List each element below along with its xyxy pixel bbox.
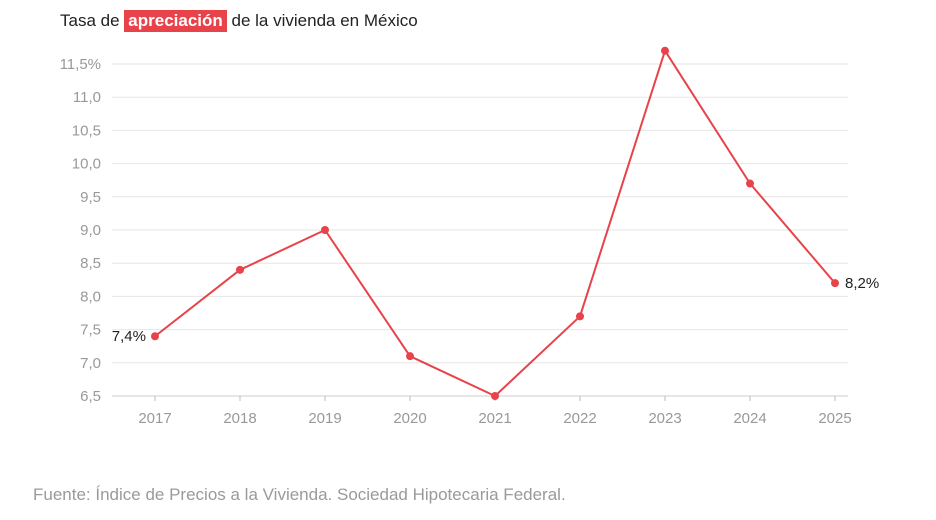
- y-tick-label: 6,5: [80, 388, 101, 405]
- data-point: [746, 179, 754, 188]
- y-tick-label: 11,0: [73, 89, 101, 106]
- y-tick-label: 8,0: [80, 288, 101, 305]
- y-tick-label: 10,0: [72, 156, 101, 173]
- title-suffix: de la vivienda en México: [231, 11, 418, 30]
- x-tick-label: 2021: [478, 410, 511, 427]
- y-tick-label: 7,0: [80, 355, 101, 372]
- y-axis-tick-labels: 6,5 7,0 7,5 8,0 8,5 9,0 9,5 10,0 10,5 11,0 11,5%: [60, 56, 101, 405]
- x-axis: [112, 395, 848, 401]
- gridlines: [112, 63, 848, 364]
- x-tick-label: 2023: [648, 410, 681, 427]
- data-point: [661, 46, 669, 55]
- data-label: 7,4%: [112, 328, 146, 345]
- x-tick-label: 2017: [138, 410, 171, 427]
- y-tick-label: 11,5%: [60, 56, 101, 73]
- title-prefix: Tasa de: [60, 11, 120, 30]
- x-tick-label: 2025: [818, 410, 851, 427]
- y-tick-label: 7,5: [80, 322, 101, 339]
- x-tick-label: 2022: [563, 410, 596, 427]
- data-labels: 7,4% 8,2%: [112, 275, 879, 345]
- x-tick-label: 2018: [223, 410, 256, 427]
- data-point: [236, 265, 244, 274]
- data-point: [576, 312, 584, 321]
- source-note: Fuente: Índice de Precios a la Vivienda.…: [33, 485, 566, 504]
- x-tick-label: 2019: [308, 410, 341, 427]
- line-chart: 6,5 7,0 7,5 8,0 8,5 9,0 9,5 10,0 10,5 11,0 11,5% 2…: [60, 46, 879, 427]
- y-tick-label: 9,5: [80, 189, 101, 206]
- series-line: [154, 49, 836, 397]
- data-point: [321, 226, 329, 234]
- data-point: [406, 352, 414, 361]
- series-group: [151, 46, 839, 400]
- data-point: [151, 332, 159, 341]
- data-label: 8,2%: [845, 275, 879, 292]
- y-tick-label: 9,0: [80, 222, 101, 239]
- chart-title: Tasa de apreciación de la vivienda en Mé…: [60, 9, 418, 33]
- title-highlight: apreciación: [124, 10, 227, 32]
- data-point: [831, 279, 839, 288]
- x-tick-label: 2020: [393, 410, 426, 427]
- y-tick-label: 8,5: [80, 255, 101, 272]
- x-axis-tick-labels: 2017 2018 2019 2020 2021 2022 2023 2024 2025: [138, 410, 851, 427]
- x-tick-label: 2024: [733, 410, 766, 427]
- y-tick-label: 10,5: [72, 122, 101, 139]
- data-point: [491, 392, 499, 400]
